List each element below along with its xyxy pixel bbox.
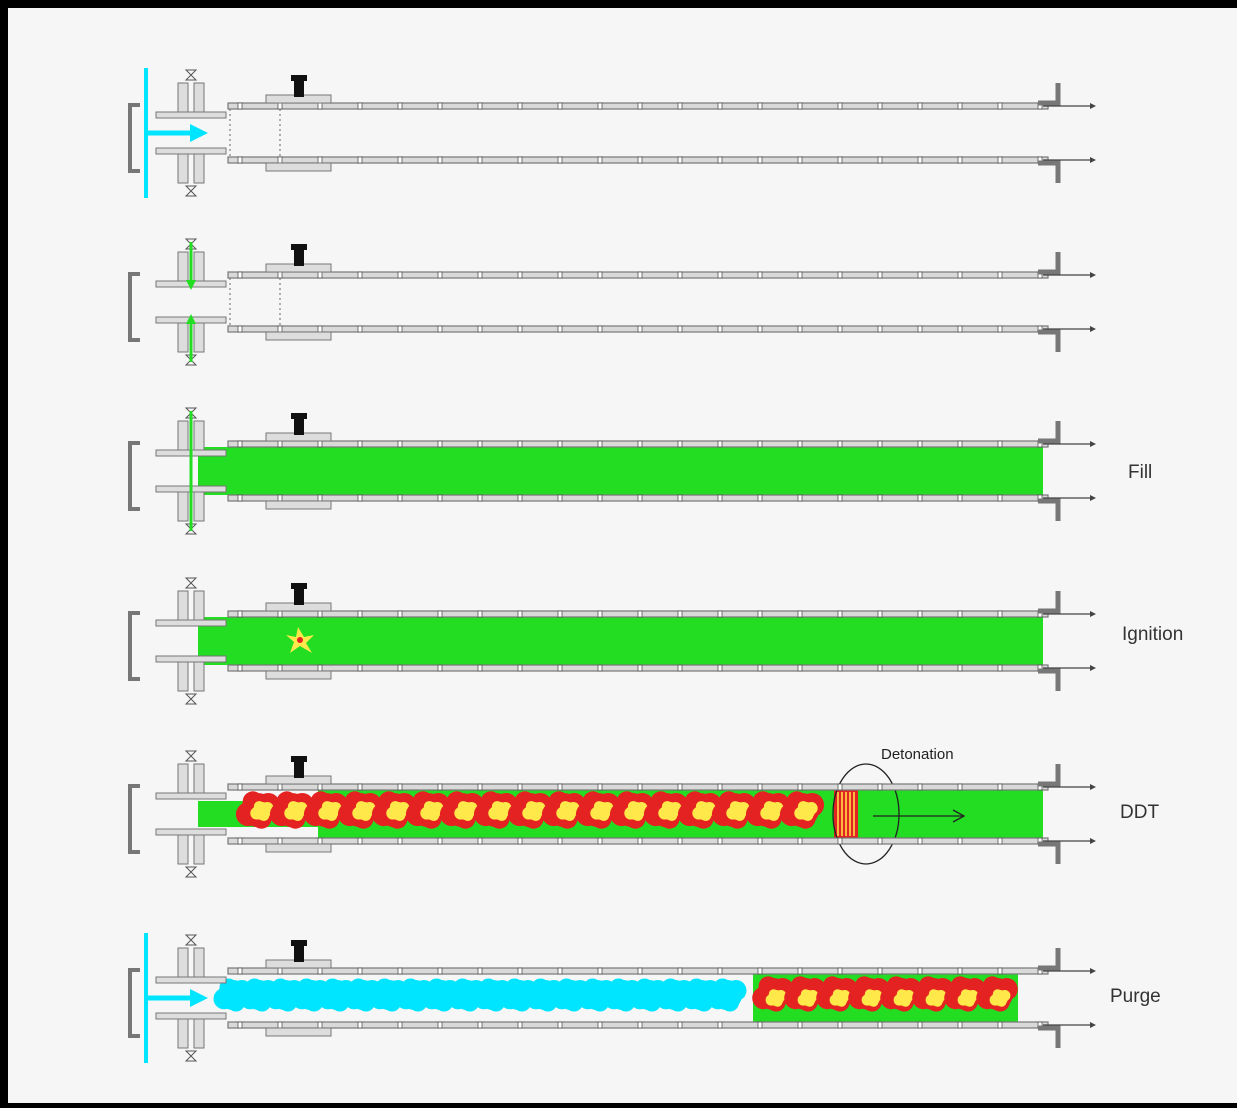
flame-core [692,801,716,821]
flame-core [284,801,308,821]
air-cell [551,978,591,1012]
detonation-circle [832,763,900,865]
inlet-head [128,69,227,197]
flame-core [925,989,947,1007]
tube-stage-3 [128,407,1096,535]
air-inlet [144,933,208,1063]
inlet-head [128,750,227,878]
tube-stage-4 [128,577,1096,705]
stage-label-ignition: Ignition [1122,624,1184,645]
flame-core [556,801,580,821]
tube-walls [227,271,1049,333]
stage-label-fill: Fill [1128,462,1153,483]
flame-core [765,989,787,1007]
tube-walls [227,783,1049,845]
flame-core [386,801,410,821]
fuel-mixture [198,445,1043,497]
exit-flange [1038,421,1096,521]
fuel-inflow-arrows [186,242,196,362]
tube-stage-1 [128,68,1096,198]
air-cell [707,978,747,1012]
inlet-head [128,238,227,366]
flame-core [893,989,915,1007]
flame-core [797,989,819,1007]
tube-stage-6 [128,933,1096,1063]
tube-stage-5 [128,750,1096,878]
inlet-head [128,934,227,1062]
air-cell [343,978,383,1012]
flame-core [318,801,342,821]
flame-core [989,989,1011,1007]
flame-core [522,801,546,821]
spark-plug [265,940,332,1037]
purge-air [213,978,747,1012]
stage-label-ddt: DDT [1120,802,1160,823]
flame-core [861,989,883,1007]
flame-core [454,801,478,821]
flame-front [235,791,825,829]
spark-plug [265,756,332,853]
detonation-annotation: Detonation [881,746,954,763]
air-inlet [144,68,208,198]
fuel-mixture [198,615,1043,667]
flame-core [352,801,376,821]
spark-plug [265,583,332,680]
flame-core [590,801,614,821]
flame-core [957,989,979,1007]
spark-plug [265,75,332,172]
flame-core [760,801,784,821]
flame-core [726,801,750,821]
spark-plug [265,244,332,341]
ignition-spark [286,627,314,653]
exit-flange [1038,252,1096,352]
flame-core [794,801,818,821]
stage-label-purge: Purge [1110,986,1161,1007]
exit-flange [1038,83,1096,183]
inlet-head [128,577,227,705]
burning-gas [752,976,1018,1012]
tube-stage-2 [128,238,1096,366]
spark-plug [265,413,332,510]
tube-walls [227,102,1049,164]
flame-core [829,989,851,1007]
exit-flange [1038,764,1096,864]
exit-flange [1038,948,1096,1048]
pde-cycle-diagram [128,68,1096,1063]
diagram-frame: Fill Ignition DDT Purge Detonation [8,8,1237,1103]
flame-core [488,801,512,821]
air-cell [473,978,513,1012]
exit-flange [1038,591,1096,691]
